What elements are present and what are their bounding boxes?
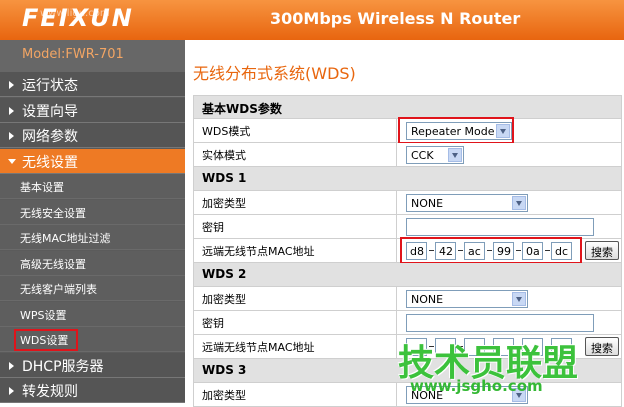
- field-label: WDS模式: [202, 125, 251, 138]
- watermark: 技术员联盟: [398, 343, 579, 384]
- mac-field[interactable]: 0a: [522, 242, 543, 260]
- menu-item[interactable]: 网络参数: [0, 123, 185, 148]
- separator: [516, 250, 521, 251]
- highlight-box: [400, 237, 582, 264]
- separator: [487, 250, 492, 251]
- table-row: 密钥: [193, 311, 622, 335]
- mac-field[interactable]: dc: [551, 242, 572, 260]
- dropdown[interactable]: NONE: [406, 386, 528, 404]
- section-header: WDS 1: [193, 167, 622, 191]
- separator: [545, 250, 550, 251]
- table-row: 远端无线节点MAC地址 搜索: [193, 335, 622, 359]
- table-row: 实体模式 CCK: [193, 143, 622, 167]
- divider: [396, 311, 397, 334]
- menu-item[interactable]: DHCP服务器: [0, 352, 185, 378]
- model: Model:FWR-701: [0, 40, 185, 72]
- menu-item[interactable]: 无线设置: [0, 148, 185, 174]
- watermark-url: www.jsgho.com: [410, 377, 543, 395]
- search-button[interactable]: 搜索: [585, 241, 619, 260]
- mac-field[interactable]: [406, 338, 427, 356]
- mac-field[interactable]: 42: [435, 242, 456, 260]
- dropdown[interactable]: Repeater Mode: [406, 122, 512, 140]
- dropdown[interactable]: NONE: [406, 194, 528, 212]
- mac-field[interactable]: [464, 338, 485, 356]
- watermark: www.ligu.com: [40, 8, 110, 19]
- field-label: 远端无线节点MAC地址: [202, 341, 315, 354]
- submenu-item[interactable]: 无线MAC地址过滤: [0, 225, 185, 250]
- section-header: WDS 3: [193, 359, 622, 383]
- section-header: 基本WDS参数: [193, 95, 622, 119]
- mac-field[interactable]: [522, 338, 543, 356]
- separator: [487, 346, 492, 347]
- table-row: 加密类型 NONE: [193, 383, 622, 407]
- dropdown[interactable]: CCK: [406, 146, 464, 164]
- mac-field[interactable]: d8: [406, 242, 427, 260]
- separator: [458, 250, 463, 251]
- submenu-item[interactable]: 无线安全设置: [0, 199, 185, 225]
- table-row: 远端无线节点MAC地址 d8 42 ac 99 0a dc 搜索: [193, 239, 622, 263]
- highlight-box: [14, 329, 78, 351]
- divider: [396, 335, 397, 358]
- mac-field[interactable]: 99: [493, 242, 514, 260]
- separator: [545, 346, 550, 347]
- mac-field[interactable]: ac: [464, 242, 485, 260]
- menu-item[interactable]: 设置向导: [0, 97, 185, 123]
- page-title: 无线分布式系统(WDS): [193, 64, 356, 83]
- divider: [396, 287, 397, 310]
- submenu-item[interactable]: 基本设置: [0, 174, 185, 199]
- divider: [396, 215, 397, 238]
- separator: [458, 346, 463, 347]
- field-label: 远端无线节点MAC地址: [202, 245, 315, 258]
- field-label: 密钥: [202, 221, 224, 234]
- separator: [429, 346, 434, 347]
- divider: [396, 191, 397, 214]
- separator: [516, 346, 521, 347]
- menu-item[interactable]: 运行状态: [0, 72, 185, 97]
- field-label: 实体模式: [202, 149, 246, 162]
- table-row: 加密类型 NONE: [193, 191, 622, 215]
- submenu-item[interactable]: 无线客户端列表: [0, 276, 185, 301]
- mac-field[interactable]: [551, 338, 572, 356]
- divider: [396, 119, 397, 142]
- dropdown[interactable]: NONE: [406, 290, 528, 308]
- logo: FEIXUN: [22, 4, 134, 32]
- search-button[interactable]: 搜索: [585, 337, 619, 356]
- separator: [429, 250, 434, 251]
- field-label: 加密类型: [202, 197, 246, 210]
- table-row: 加密类型 NONE: [193, 287, 622, 311]
- highlight-box: [398, 117, 514, 144]
- section-header: WDS 2: [193, 263, 622, 287]
- text-input[interactable]: [406, 314, 594, 332]
- submenu-item[interactable]: WDS设置: [0, 327, 185, 352]
- field-label: 密钥: [202, 317, 224, 330]
- divider: [396, 143, 397, 166]
- submenu-item[interactable]: 高级无线设置: [0, 250, 185, 276]
- divider: [396, 239, 397, 262]
- field-label: 加密类型: [202, 389, 246, 402]
- field-label: 加密类型: [202, 293, 246, 306]
- table-row: 密钥: [193, 215, 622, 239]
- product-name: 300Mbps Wireless N Router: [270, 9, 521, 28]
- mac-field[interactable]: [435, 338, 456, 356]
- header: [0, 0, 624, 40]
- menu-item[interactable]: 转发规则: [0, 378, 185, 403]
- text-input[interactable]: [406, 218, 594, 236]
- divider: [396, 383, 397, 406]
- mac-field[interactable]: [493, 338, 514, 356]
- submenu-item[interactable]: WPS设置: [0, 301, 185, 327]
